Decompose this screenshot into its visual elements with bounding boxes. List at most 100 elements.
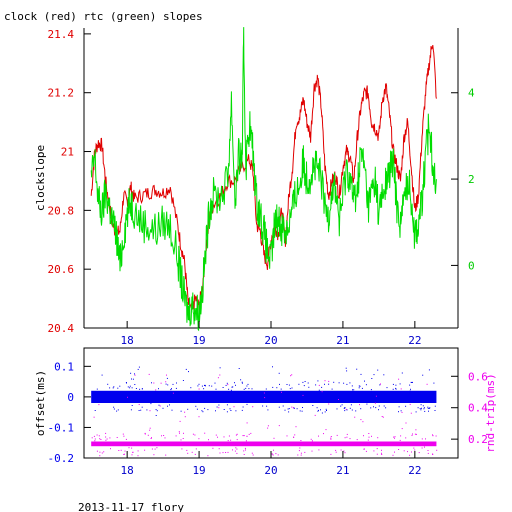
round-trip-scatter-point	[291, 374, 293, 376]
round-trip-scatter-point	[415, 433, 417, 435]
offset-scatter-point	[302, 381, 304, 383]
round-trip-scatter-point	[310, 438, 312, 440]
round-trip-scatter-point	[94, 438, 96, 440]
offset-scatter-point	[208, 385, 210, 387]
round-trip-scatter-point	[335, 451, 337, 453]
offset-scatter-point	[180, 410, 182, 412]
offset-scatter-point	[353, 389, 355, 391]
round-trip-scatter-point	[292, 407, 294, 409]
offset-scatter-point	[361, 387, 363, 389]
offset-scatter-point	[318, 389, 320, 391]
round-trip-scatter-point	[96, 434, 98, 436]
bottom-left-y-tick-label: 0	[67, 391, 74, 404]
offset-scatter-point	[113, 408, 115, 410]
round-trip-scatter-point	[246, 435, 248, 437]
offset-scatter-point	[245, 387, 247, 389]
round-trip-scatter-point	[340, 449, 342, 451]
offset-scatter-point	[140, 409, 142, 411]
offset-scatter-point	[302, 407, 303, 408]
offset-scatter-point	[187, 408, 189, 410]
round-trip-scatter-point	[344, 437, 346, 439]
offset-scatter-point	[288, 384, 290, 386]
offset-scatter-point	[119, 385, 121, 387]
offset-scatter-point	[117, 387, 119, 389]
round-trip-scatter-point	[166, 374, 167, 376]
offset-scatter-point	[373, 374, 375, 376]
round-trip-scatter-point	[223, 436, 225, 438]
offset-scatter-point	[362, 398, 364, 400]
round-trip-scatter-point	[245, 440, 247, 442]
top-left-y-tick-label: 21	[61, 146, 74, 159]
round-trip-scatter-point	[409, 454, 411, 456]
offset-scatter-point	[230, 410, 232, 411]
round-trip-scatter-point	[435, 435, 437, 437]
offset-scatter-point	[392, 388, 394, 390]
offset-scatter-point	[390, 396, 392, 398]
round-trip-scatter-point	[124, 450, 126, 452]
offset-scatter-point	[130, 372, 132, 374]
offset-scatter-point	[289, 388, 291, 390]
top-x-tick-label: 22	[408, 334, 421, 347]
offset-scatter-point	[130, 409, 132, 411]
offset-scatter-point	[321, 386, 323, 388]
offset-scatter-point	[378, 392, 380, 394]
round-trip-scatter-point	[398, 449, 400, 450]
round-trip-scatter-point	[106, 438, 108, 440]
offset-scatter-point	[412, 381, 413, 383]
offset-scatter-point	[147, 392, 149, 394]
offset-scatter-point	[434, 405, 436, 407]
offset-scatter-point	[171, 409, 173, 411]
offset-scatter-point	[122, 392, 124, 394]
round-trip-scatter-point	[426, 383, 428, 385]
round-trip-scatter-point	[219, 452, 221, 454]
round-trip-scatter-point	[360, 419, 362, 421]
offset-scatter-point	[344, 407, 346, 409]
offset-scatter-point	[244, 393, 246, 395]
bottom-x-tick-label: 20	[264, 464, 277, 477]
round-trip-scatter-point	[222, 452, 224, 454]
offset-scatter-point	[298, 383, 300, 385]
round-trip-scatter-point	[272, 454, 274, 456]
offset-scatter-point	[205, 385, 206, 387]
round-trip-scatter-point	[399, 439, 401, 441]
offset-scatter-point	[360, 408, 362, 410]
offset-scatter-point	[375, 407, 377, 409]
round-trip-scatter-point	[91, 437, 93, 439]
bottom-right-y-tick-label: 0.4	[468, 402, 488, 415]
round-trip-scatter-point	[195, 448, 197, 450]
bottom-x-tick-label: 22	[408, 464, 421, 477]
round-trip-scatter-point	[219, 374, 221, 376]
offset-scatter-band	[91, 390, 437, 403]
round-trip-scatter-point	[227, 440, 229, 442]
round-trip-scatter-point	[252, 406, 254, 408]
offset-scatter-point	[409, 384, 411, 386]
offset-scatter-point	[242, 406, 244, 408]
offset-scatter-point	[276, 387, 278, 389]
round-trip-scatter-point	[227, 384, 229, 386]
round-trip-scatter-point	[144, 433, 146, 435]
offset-scatter-point	[94, 410, 96, 411]
offset-scatter-point	[151, 382, 152, 384]
round-trip-scatter-point	[134, 374, 136, 376]
round-trip-scatter-point	[400, 388, 402, 390]
offset-scatter-point	[307, 382, 309, 384]
offset-scatter-point	[150, 403, 152, 405]
offset-scatter-point	[383, 405, 385, 407]
offset-scatter-point	[265, 388, 267, 390]
top-x-tick-label: 18	[121, 334, 134, 347]
round-trip-scatter-point	[232, 449, 233, 451]
offset-scatter-point	[282, 405, 284, 407]
round-trip-scatter-point	[98, 435, 100, 437]
offset-scatter-point	[341, 404, 343, 406]
round-trip-scatter-point	[251, 452, 253, 454]
round-trip-scatter-point	[138, 404, 140, 405]
round-trip-scatter-point	[421, 438, 423, 440]
round-trip-scatter-point	[137, 450, 139, 452]
offset-scatter-point	[166, 377, 168, 379]
offset-scatter-point	[131, 387, 133, 389]
round-trip-scatter-point	[376, 448, 378, 450]
offset-scatter-point	[373, 406, 374, 408]
round-trip-scatter-point	[236, 433, 238, 435]
offset-scatter-point	[428, 407, 430, 409]
offset-scatter-point	[146, 399, 148, 401]
